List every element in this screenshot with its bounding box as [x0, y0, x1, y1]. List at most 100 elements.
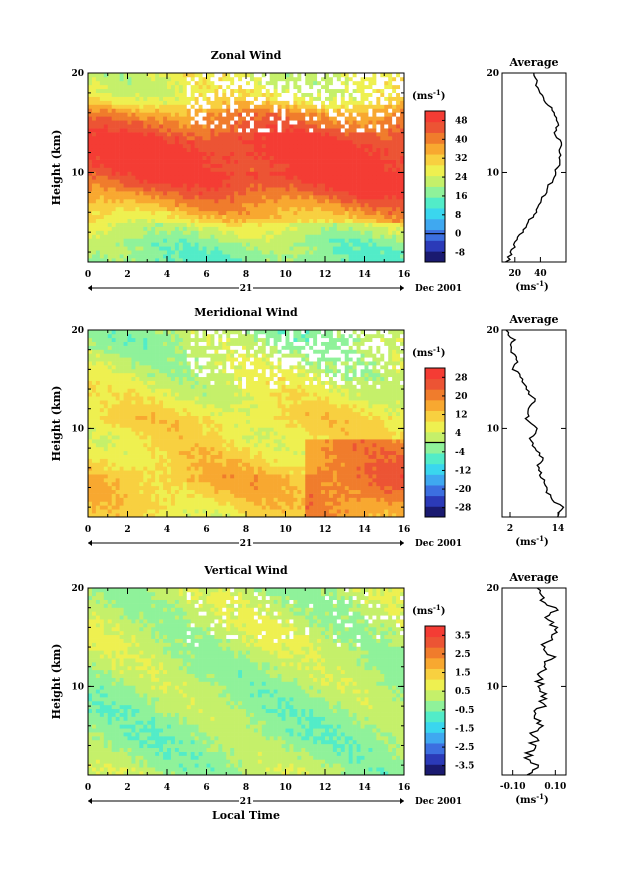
heatmap-cell	[143, 116, 147, 120]
heatmap-cell	[301, 85, 305, 89]
heatmap-cell	[183, 231, 187, 235]
heatmap-cell	[230, 116, 234, 120]
heatmap-cell	[270, 509, 274, 513]
heatmap-cell	[191, 175, 195, 179]
heatmap-cell	[266, 486, 270, 490]
heatmap-cell	[329, 124, 333, 128]
heatmap-cell	[368, 140, 372, 144]
heatmap-cell	[112, 108, 116, 112]
heatmap-cell	[234, 211, 238, 215]
heatmap-cell	[289, 183, 293, 187]
heatmap-cell	[100, 199, 104, 203]
heatmap-cell	[222, 231, 226, 235]
heatmap-cell	[353, 108, 357, 112]
heatmap-cell	[305, 211, 309, 215]
heatmap-cell	[203, 195, 207, 199]
heatmap-cell	[131, 505, 135, 509]
panel-title: Meridional Wind	[194, 306, 298, 319]
heatmap-cell	[116, 128, 120, 132]
heatmap-cell	[246, 466, 250, 470]
heatmap-cell	[266, 77, 270, 81]
heatmap-cell	[187, 101, 191, 105]
heatmap-cell	[297, 171, 301, 175]
heatmap-cell	[163, 93, 167, 97]
heatmap-cell	[289, 120, 293, 124]
heatmap-cell	[309, 85, 313, 89]
heatmap-cell	[286, 105, 290, 109]
heatmap-cell	[222, 183, 226, 187]
heatmap-cell	[210, 482, 214, 486]
heatmap-cell	[195, 250, 199, 254]
heatmap-cell	[341, 227, 345, 231]
heatmap-cell	[183, 505, 187, 509]
heatmap-cell	[159, 486, 163, 490]
heatmap-cell	[270, 108, 274, 112]
heatmap-cell	[266, 187, 270, 191]
heatmap-cell	[372, 207, 376, 211]
heatmap-cell	[199, 179, 203, 183]
heatmap-cell	[368, 97, 372, 101]
heatmap-cell	[301, 132, 305, 136]
heatmap-cell	[179, 238, 183, 242]
heatmap-cell	[349, 498, 353, 502]
heatmap-cell	[258, 160, 262, 164]
heatmap-cell	[100, 77, 104, 81]
heatmap-cell	[286, 132, 290, 136]
heatmap-cell	[380, 112, 384, 116]
heatmap-cell	[108, 73, 112, 77]
heatmap-cell	[120, 490, 124, 494]
heatmap-cell	[309, 238, 313, 242]
heatmap-cell	[199, 470, 203, 474]
heatmap-cell	[171, 160, 175, 164]
heatmap-cell	[293, 148, 297, 152]
heatmap-cell	[266, 93, 270, 97]
heatmap-cell	[341, 199, 345, 203]
heatmap-cell	[199, 231, 203, 235]
heatmap-cell	[305, 105, 309, 109]
heatmap-cell	[218, 144, 222, 148]
heatmap-cell	[135, 132, 139, 136]
heatmap-cell	[100, 509, 104, 513]
heatmap-cell	[333, 505, 337, 509]
heatmap-cell	[214, 168, 218, 172]
heatmap-cell	[151, 211, 155, 215]
heatmap-cell	[131, 250, 135, 254]
heatmap-cell	[96, 116, 100, 120]
heatmap-cell	[226, 148, 230, 152]
heatmap-cell	[135, 112, 139, 116]
heatmap-cell	[167, 219, 171, 223]
heatmap-cell	[112, 128, 116, 132]
heatmap-cell	[116, 242, 120, 246]
heatmap-cell	[353, 470, 357, 474]
heatmap-cell	[242, 93, 246, 97]
heatmap-cell	[226, 105, 230, 109]
heatmap-cell	[270, 490, 274, 494]
heatmap-cell	[368, 171, 372, 175]
heatmap-cell	[179, 219, 183, 223]
heatmap-cell	[167, 108, 171, 112]
heatmap-cell	[135, 501, 139, 505]
heatmap-cell	[234, 101, 238, 105]
heatmap-cell	[376, 254, 380, 258]
heatmap-cell	[155, 191, 159, 195]
heatmap-cell	[321, 168, 325, 172]
heatmap-cell	[108, 156, 112, 160]
heatmap-cell	[139, 97, 143, 101]
heatmap-cell	[349, 227, 353, 231]
heatmap-cell	[341, 81, 345, 85]
heatmap-cell	[203, 124, 207, 128]
heatmap-cell	[143, 231, 147, 235]
heatmap-cell	[128, 73, 132, 77]
heatmap-cell	[250, 227, 254, 231]
heatmap-cell	[179, 179, 183, 183]
heatmap-cell	[151, 168, 155, 172]
heatmap-cell	[282, 132, 286, 136]
heatmap-cell	[357, 168, 361, 172]
heatmap-cell	[175, 120, 179, 124]
heatmap-cell	[167, 478, 171, 482]
heatmap-cell	[131, 77, 135, 81]
heatmap-cell	[329, 501, 333, 505]
heatmap-cell	[278, 97, 282, 101]
heatmap-cell	[179, 168, 183, 172]
heatmap-cell	[96, 77, 100, 81]
